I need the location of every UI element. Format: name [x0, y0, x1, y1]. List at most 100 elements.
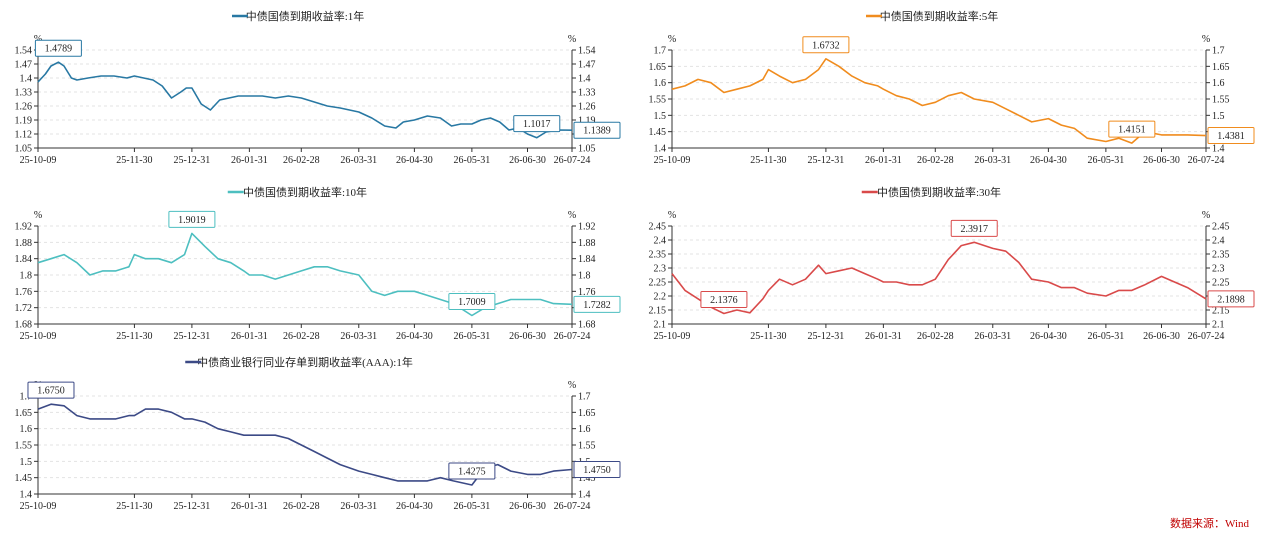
- y-tick-label-left: 2.45: [649, 222, 667, 233]
- y-tick-label-left: 2.2: [654, 292, 667, 303]
- y-unit-left: %: [668, 34, 676, 45]
- max-label-box: [168, 210, 216, 228]
- chart-title-text: 中债国债到期收益率:5年: [880, 9, 999, 23]
- x-tick-label: 26-07-24: [554, 501, 591, 512]
- y-tick-label-right: 1.05: [578, 144, 596, 155]
- y-tick-label-left: 1.26: [15, 102, 33, 113]
- y-unit-left: %: [668, 210, 676, 221]
- chart-10y-treasury: 中债国债到期收益率:10年%% 1.92 1.92 1.88 1.88 1.84 1.84 1…: [0, 176, 634, 351]
- min-label-text: 1.7009: [458, 297, 486, 308]
- y-tick-label-left: 1.47: [15, 60, 33, 71]
- x-tick-label: 25-11-30: [750, 155, 786, 166]
- y-tick-label-right: 2.45: [1212, 222, 1230, 233]
- x-tick-label: 25-12-31: [174, 331, 211, 342]
- max-label-text: 1.4789: [45, 44, 73, 55]
- y-tick-label-right: 1.88: [578, 238, 596, 249]
- min-label: 2.1376: [700, 290, 748, 308]
- min-label-box: [513, 115, 561, 133]
- data-source: 数据来源：Wind: [1170, 518, 1249, 530]
- x-tick-label: 26-06-30: [509, 155, 546, 166]
- x-tick-label: 26-02-28: [283, 331, 320, 342]
- y-tick-label-right: 1.7: [1212, 46, 1225, 57]
- last-label-box: [1207, 290, 1255, 308]
- last-label: 1.7282: [573, 295, 621, 313]
- y-tick-label-right: 1.26: [578, 102, 596, 113]
- last-label-text: 1.4381: [1217, 131, 1245, 142]
- chart-title-text: 中债国债到期收益率:1年: [246, 9, 365, 23]
- max-label-box: [802, 36, 850, 54]
- min-label-box: [448, 292, 496, 310]
- x-tick-label: 26-03-31: [974, 331, 1011, 342]
- x-tick-label: 26-07-24: [1188, 155, 1225, 166]
- min-label: 1.4275: [448, 462, 496, 480]
- y-unit-right: %: [568, 34, 576, 45]
- x-tick-label: 26-04-30: [396, 331, 433, 342]
- last-label-text: 1.7282: [583, 300, 611, 311]
- x-tick-label: 26-06-30: [1143, 331, 1180, 342]
- x-tick-label: 26-01-31: [865, 155, 902, 166]
- y-tick-label-right: 1.54: [578, 46, 596, 57]
- x-tick-label: 26-03-31: [974, 155, 1011, 166]
- chart-1y-treasury-svg: 中债国债到期收益率:1年% %1.54 1.541.47 1.471.4 1.41.33…: [15, 9, 621, 166]
- x-tick-label: 26-01-31: [865, 331, 902, 342]
- chart-cd-aaa-1y: 中债商业银行同业存单到期收益率(AAA):1年%%1.71.71.651.651…: [0, 346, 634, 521]
- y-tick-label-right: 1.65: [1212, 62, 1230, 73]
- y-tick-label-left: 1.6: [654, 78, 667, 89]
- y-tick-label-left: 1.55: [649, 95, 667, 106]
- series-line: [671, 241, 1207, 315]
- y-tick-label-right: 2.3: [1212, 264, 1225, 275]
- chart-title: 中债国债到期收益率:30年: [861, 185, 1001, 199]
- last-label-box: [573, 461, 621, 478]
- x-tick-label: 26-02-28: [283, 501, 320, 512]
- x-tick-label: 26-07-24: [1188, 331, 1225, 342]
- min-label-box: [1108, 120, 1156, 138]
- y-tick-label-left: 1.5: [20, 457, 33, 468]
- x-tick-label: 25-10-09: [654, 331, 691, 342]
- y-tick-label-right: 1.6: [578, 424, 591, 435]
- y-tick-label-left: 1.76: [15, 287, 33, 298]
- y-tick-label-left: 1.72: [15, 303, 33, 314]
- y-tick-label-right: 2.1: [1212, 320, 1225, 331]
- y-tick-label-right: 1.19: [578, 116, 596, 127]
- y-unit-right: %: [568, 210, 576, 221]
- chart-title-text: 中债国债到期收益率:30年: [877, 185, 1001, 199]
- y-tick-label-left: 2.15: [649, 306, 667, 317]
- max-label-box: [950, 219, 998, 237]
- last-label-text: 2.1898: [1217, 294, 1245, 305]
- x-tick-label: 26-07-24: [554, 155, 591, 166]
- x-tick-label: 25-10-09: [20, 155, 57, 166]
- x-tick-label: 26-03-31: [340, 331, 377, 342]
- series-line: [671, 58, 1207, 144]
- y-tick-label-left: 2.1: [654, 320, 667, 331]
- last-label-text: 1.1389: [583, 126, 611, 137]
- y-tick-label-right: 1.4: [1212, 144, 1225, 155]
- y-tick-label-left: 2.3: [654, 264, 667, 275]
- x-tick-label: 25-12-31: [174, 501, 211, 512]
- y-tick-label-right: 2.35: [1212, 250, 1230, 261]
- max-label-box: [27, 381, 75, 399]
- y-tick-label-right: 1.92: [578, 222, 596, 233]
- y-unit-right: %: [568, 380, 576, 391]
- max-label-box: [34, 39, 82, 57]
- x-tick-label: 26-05-31: [454, 501, 491, 512]
- last-label-box: [573, 295, 621, 313]
- last-label: 2.1898: [1207, 290, 1255, 308]
- max-label: 1.6750: [27, 381, 75, 399]
- x-tick-label: 25-10-09: [20, 501, 57, 512]
- y-tick-label-left: 1.45: [649, 127, 667, 138]
- last-label: 1.4381: [1207, 127, 1255, 145]
- x-tick-label: 26-01-31: [231, 155, 268, 166]
- min-label-text: 2.1376: [710, 295, 738, 306]
- y-tick-label-left: 2.35: [649, 250, 667, 261]
- chart-10y-treasury-svg: 中债国债到期收益率:10年% %1.92 1.921.88 1.881.84 1.841…: [15, 185, 621, 342]
- x-tick-label: 25-12-31: [808, 331, 845, 342]
- x-tick-label: 26-02-28: [917, 155, 954, 166]
- y-tick-label-left: 2.4: [654, 236, 667, 247]
- y-tick-label-right: 1.5: [1212, 111, 1225, 122]
- y-tick-label-right: 1.7: [578, 392, 591, 403]
- x-tick-label: 26-03-31: [340, 501, 377, 512]
- max-label-text: 1.6750: [37, 386, 65, 397]
- min-label: 1.4151: [1108, 120, 1156, 138]
- chart-1y-treasury: 中债国债到期收益率:1年%% 1.54 1.54 1.47 1.47 1.4 1.4 1.33…: [0, 0, 634, 175]
- y-tick-label-right: 2.25: [1212, 278, 1230, 289]
